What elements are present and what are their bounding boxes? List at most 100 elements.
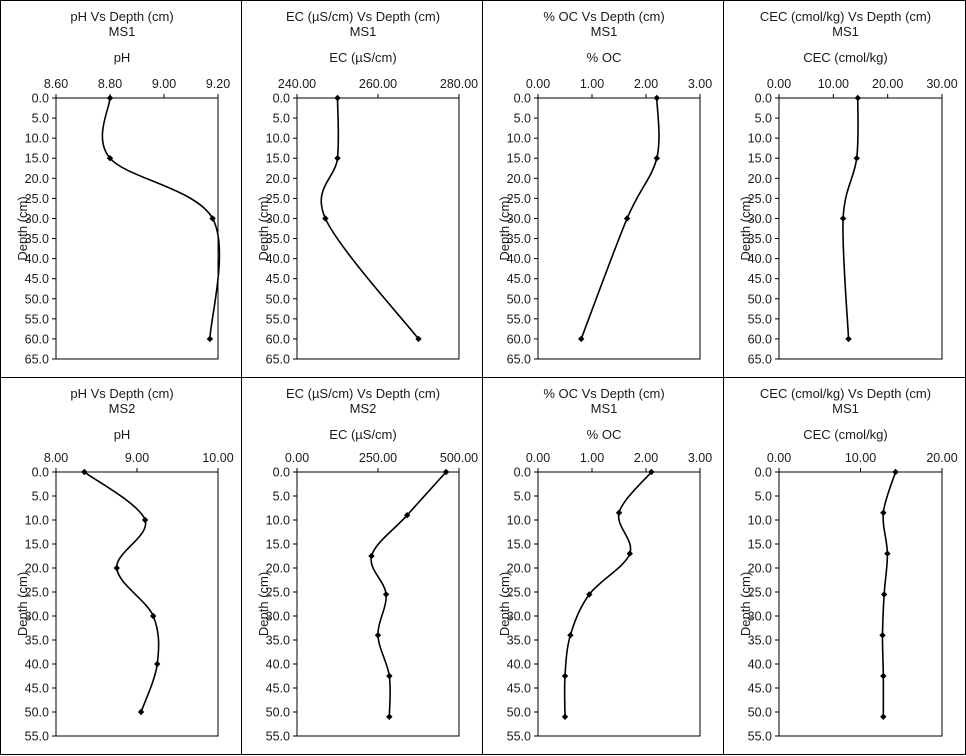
y-tick-label: 35.0 bbox=[266, 232, 290, 246]
y-tick-label: 40.0 bbox=[25, 658, 49, 672]
x-axis-label: pH bbox=[114, 427, 131, 442]
data-point bbox=[626, 550, 633, 557]
x-tick-label: 280.00 bbox=[440, 77, 478, 91]
data-point bbox=[81, 468, 88, 476]
y-tick-label: 15.0 bbox=[266, 152, 290, 166]
y-tick-label: 55.0 bbox=[25, 312, 49, 326]
y-tick-label: 45.0 bbox=[266, 682, 290, 696]
y-tick-label: 5.0 bbox=[514, 490, 531, 504]
y-tick-label: 25.0 bbox=[25, 192, 49, 206]
chart-panel: pH Vs Depth (cm) MS1 pH Depth (cm) 8.60 8.80 9… bbox=[0, 0, 242, 378]
data-point bbox=[853, 155, 860, 162]
y-tick-label: 65.0 bbox=[507, 353, 531, 367]
y-tick-label: 40.0 bbox=[266, 252, 290, 266]
y-tick-label: 50.0 bbox=[507, 706, 531, 720]
y-tick-label: 30.0 bbox=[266, 610, 290, 624]
x-tick-label: 0.00 bbox=[767, 77, 791, 91]
x-tick-label: 9.00 bbox=[125, 451, 149, 465]
y-tick-label: 25.0 bbox=[507, 586, 531, 600]
y-tick-label: 0.0 bbox=[32, 466, 49, 480]
data-point bbox=[368, 552, 375, 560]
y-tick-label: 20.0 bbox=[266, 562, 290, 576]
chart-panel: CEC (cmol/kg) Vs Depth (cm) MS1 CEC (cmol/… bbox=[723, 0, 966, 378]
y-tick-label: 15.0 bbox=[507, 152, 531, 166]
y-tick-label: 55.0 bbox=[507, 730, 531, 744]
x-tick-label: 1.00 bbox=[580, 77, 604, 91]
y-tick-label: 50.0 bbox=[266, 706, 290, 720]
x-tick-label: 2.00 bbox=[634, 77, 658, 91]
y-tick-label: 0.0 bbox=[32, 92, 49, 106]
data-point bbox=[880, 509, 887, 516]
y-tick-label: 10.0 bbox=[25, 514, 49, 528]
chart-title: pH Vs Depth (cm) bbox=[70, 9, 173, 24]
y-tick-label: 10.0 bbox=[266, 514, 290, 528]
x-tick-label: 8.00 bbox=[44, 451, 68, 465]
y-tick-label: 10.0 bbox=[25, 132, 49, 146]
series-line bbox=[320, 97, 420, 340]
y-tick-label: 55.0 bbox=[266, 730, 290, 744]
data-point bbox=[561, 672, 569, 680]
y-tick-label: 45.0 bbox=[25, 682, 49, 696]
x-tick-label: 0.00 bbox=[526, 77, 550, 91]
chart-svg: EC (µS/cm) Vs Depth (cm)MS1 EC (µS/cm) Dep… bbox=[256, 9, 478, 367]
y-tick-label: 45.0 bbox=[25, 272, 49, 286]
y-tick-label: 35.0 bbox=[507, 634, 531, 648]
x-axis-label: EC (µS/cm) bbox=[329, 50, 396, 65]
x-axis-label: pH bbox=[114, 50, 131, 65]
y-tick-label: 5.0 bbox=[32, 112, 49, 126]
y-tick-label: 50.0 bbox=[25, 706, 49, 720]
y-tick-label: 35.0 bbox=[748, 634, 772, 648]
data-point bbox=[386, 672, 393, 680]
x-tick-label: 20.00 bbox=[926, 451, 957, 465]
y-tick-label: 50.0 bbox=[266, 292, 290, 306]
x-tick-label: 10.00 bbox=[818, 77, 849, 91]
y-tick-label: 25.0 bbox=[266, 192, 290, 206]
data-point bbox=[880, 672, 887, 680]
y-tick-label: 0.0 bbox=[514, 92, 531, 106]
y-axis-label: Depth (cm) bbox=[15, 196, 30, 260]
y-tick-label: 60.0 bbox=[25, 332, 49, 346]
data-point bbox=[880, 713, 887, 720]
chart-panel: % OC Vs Depth (cm) MS1 % OC Depth (cm) 0.00 1… bbox=[482, 0, 724, 378]
chart-svg: CEC (cmol/kg) Vs Depth (cm)MS1 CEC (cmol/… bbox=[738, 386, 958, 744]
chart-title: EC (µS/cm) Vs Depth (cm) bbox=[286, 9, 440, 24]
data-point bbox=[442, 468, 450, 476]
data-point bbox=[113, 564, 120, 572]
chart-subtitle: MS1 bbox=[109, 24, 136, 39]
y-tick-label: 5.0 bbox=[273, 490, 290, 504]
x-axis-label: % OC bbox=[587, 427, 622, 442]
chart-title: % OC Vs Depth (cm) bbox=[543, 9, 664, 24]
x-tick-label: 30.00 bbox=[926, 77, 957, 91]
data-point bbox=[567, 632, 574, 639]
y-tick-label: 0.0 bbox=[514, 466, 531, 480]
data-point bbox=[374, 632, 382, 639]
y-tick-label: 35.0 bbox=[266, 634, 290, 648]
y-tick-label: 30.0 bbox=[507, 212, 531, 226]
data-point bbox=[561, 713, 569, 720]
y-tick-label: 55.0 bbox=[25, 730, 49, 744]
y-tick-label: 35.0 bbox=[25, 634, 49, 648]
x-tick-label: 8.80 bbox=[98, 77, 122, 91]
data-point bbox=[154, 660, 161, 668]
y-tick-label: 30.0 bbox=[25, 212, 49, 226]
x-tick-label: 8.60 bbox=[44, 77, 68, 91]
y-axis-label: Depth (cm) bbox=[256, 196, 271, 260]
y-tick-label: 40.0 bbox=[25, 252, 49, 266]
y-tick-label: 20.0 bbox=[507, 562, 531, 576]
chart-svg: pH Vs Depth (cm)MS2 pH Depth (cm) 8.00 9.00 1… bbox=[15, 386, 234, 744]
data-point bbox=[845, 335, 852, 343]
y-tick-label: 20.0 bbox=[25, 172, 49, 186]
x-tick-label: 9.20 bbox=[206, 77, 230, 91]
y-axis-label: Depth (cm) bbox=[738, 196, 753, 260]
y-tick-label: 65.0 bbox=[25, 353, 49, 367]
x-tick-label: 0.00 bbox=[526, 451, 550, 465]
data-point bbox=[415, 335, 422, 343]
y-tick-label: 60.0 bbox=[507, 332, 531, 346]
y-tick-label: 10.0 bbox=[266, 132, 290, 146]
y-tick-label: 40.0 bbox=[507, 658, 531, 672]
y-tick-label: 20.0 bbox=[25, 562, 49, 576]
y-tick-label: 55.0 bbox=[266, 312, 290, 326]
data-point bbox=[382, 591, 390, 598]
y-tick-label: 30.0 bbox=[748, 212, 772, 226]
chart-panel: EC (µS/cm) Vs Depth (cm) MS1 EC (µS/cm) Dep… bbox=[241, 0, 483, 378]
